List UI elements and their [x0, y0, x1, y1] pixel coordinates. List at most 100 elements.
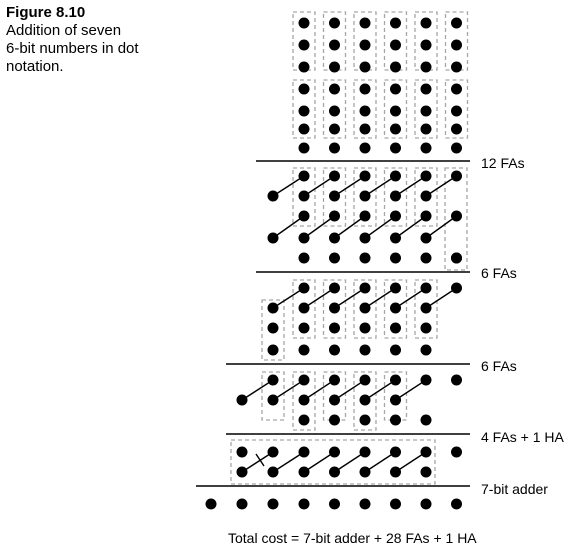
- bit-dot: [329, 105, 340, 117]
- bit-dot: [420, 123, 432, 135]
- bit-dot: [359, 61, 371, 73]
- bit-dot: [298, 322, 310, 334]
- bit-dot: [298, 170, 310, 182]
- bit-dot: [329, 302, 340, 314]
- bit-dot: [390, 210, 401, 222]
- bit-dot: [390, 190, 401, 202]
- bit-dot: [298, 302, 310, 314]
- bit-dot: [390, 466, 401, 478]
- bit-dot: [236, 466, 248, 478]
- carry-link: [334, 379, 366, 401]
- bit-dot: [390, 83, 401, 95]
- bit-dot: [329, 322, 340, 334]
- bit-dot: [390, 123, 401, 135]
- carry-link: [395, 287, 427, 309]
- bit-dot: [451, 446, 462, 458]
- bit-dot: [420, 232, 432, 244]
- adder-box: [353, 279, 377, 339]
- bit-dot: [390, 232, 401, 244]
- bit-dot: [298, 210, 310, 222]
- bit-dot: [267, 446, 279, 458]
- bit-dot: [267, 190, 279, 202]
- bit-dot: [329, 446, 340, 458]
- carry-link: [334, 287, 366, 309]
- bit-dot: [451, 83, 462, 95]
- carry-link: [303, 215, 335, 239]
- bit-dot: [236, 498, 248, 510]
- bit-dot: [390, 322, 401, 334]
- adder-box: [261, 299, 285, 361]
- bit-dot: [329, 17, 340, 29]
- bit-dot: [451, 170, 462, 182]
- carry-link: [272, 451, 305, 473]
- carry-links: [241, 175, 457, 473]
- adder-box: [444, 79, 469, 139]
- stage-label-1: 12 FAs: [481, 155, 525, 171]
- bit-dot: [390, 302, 401, 314]
- carry-link: [425, 287, 457, 309]
- carry-link: [334, 175, 366, 197]
- bit-dot: [390, 282, 401, 294]
- bit-dot: [359, 394, 371, 406]
- adder-box: [383, 279, 408, 339]
- bit-dot: [420, 190, 432, 202]
- bit-dot: [420, 466, 432, 478]
- bit-dot: [298, 39, 310, 51]
- bit-dot: [451, 252, 462, 264]
- bit-dot: [359, 17, 371, 29]
- bit-dot: [329, 394, 340, 406]
- bit-dot: [420, 414, 432, 426]
- adder-box: [322, 167, 347, 227]
- adder-box: [261, 371, 285, 421]
- adder-box: [292, 79, 316, 139]
- bit-dot: [390, 170, 401, 182]
- bit-dot: [329, 142, 340, 154]
- bit-dot: [329, 344, 340, 356]
- bit-dot: [359, 282, 371, 294]
- adder-box: [353, 167, 377, 227]
- bit-dot: [329, 123, 340, 135]
- bit-dot: [359, 414, 371, 426]
- figure-number: Figure 8.10: [6, 4, 86, 21]
- bit-dot: [451, 142, 462, 154]
- adder-box: [414, 79, 438, 139]
- bit-dot: [420, 105, 432, 117]
- bit-dot: [298, 61, 310, 73]
- bit-dot: [298, 123, 310, 135]
- bit-dot: [298, 374, 310, 386]
- carry-link: [395, 175, 427, 197]
- bit-dot: [298, 446, 310, 458]
- bit-dot: [359, 190, 371, 202]
- bit-dot: [298, 466, 310, 478]
- carry-link: [303, 175, 335, 197]
- adder-box: [444, 167, 468, 271]
- adder-box: [414, 167, 438, 227]
- bit-dot: [298, 498, 310, 510]
- bit-dot: [451, 498, 462, 510]
- bit-dot: [359, 232, 371, 244]
- bit-dot: [451, 123, 462, 135]
- bit-dot: [451, 210, 462, 222]
- bit-dot: [359, 170, 371, 182]
- bit-dot: [420, 252, 432, 264]
- carry-link: [364, 451, 396, 473]
- bit-dot: [267, 374, 279, 386]
- bit-dot: [267, 344, 279, 356]
- bit-dot: [329, 498, 340, 510]
- bit-dot: [298, 17, 310, 29]
- bit-dot: [451, 374, 462, 386]
- bit-dot: [359, 344, 371, 356]
- bit-dot: [359, 322, 371, 334]
- bit-dot: [298, 83, 310, 95]
- bit-dot: [420, 282, 432, 294]
- carry-link: [334, 215, 366, 239]
- bit-dot: [390, 105, 401, 117]
- carry-link: [303, 379, 335, 401]
- bit-dot: [359, 374, 371, 386]
- carry-link: [364, 287, 396, 309]
- carry-link: [364, 215, 396, 239]
- carry-link: [395, 215, 427, 239]
- adder-box: [322, 79, 347, 139]
- adder-box: [383, 79, 408, 139]
- bit-dot: [359, 83, 371, 95]
